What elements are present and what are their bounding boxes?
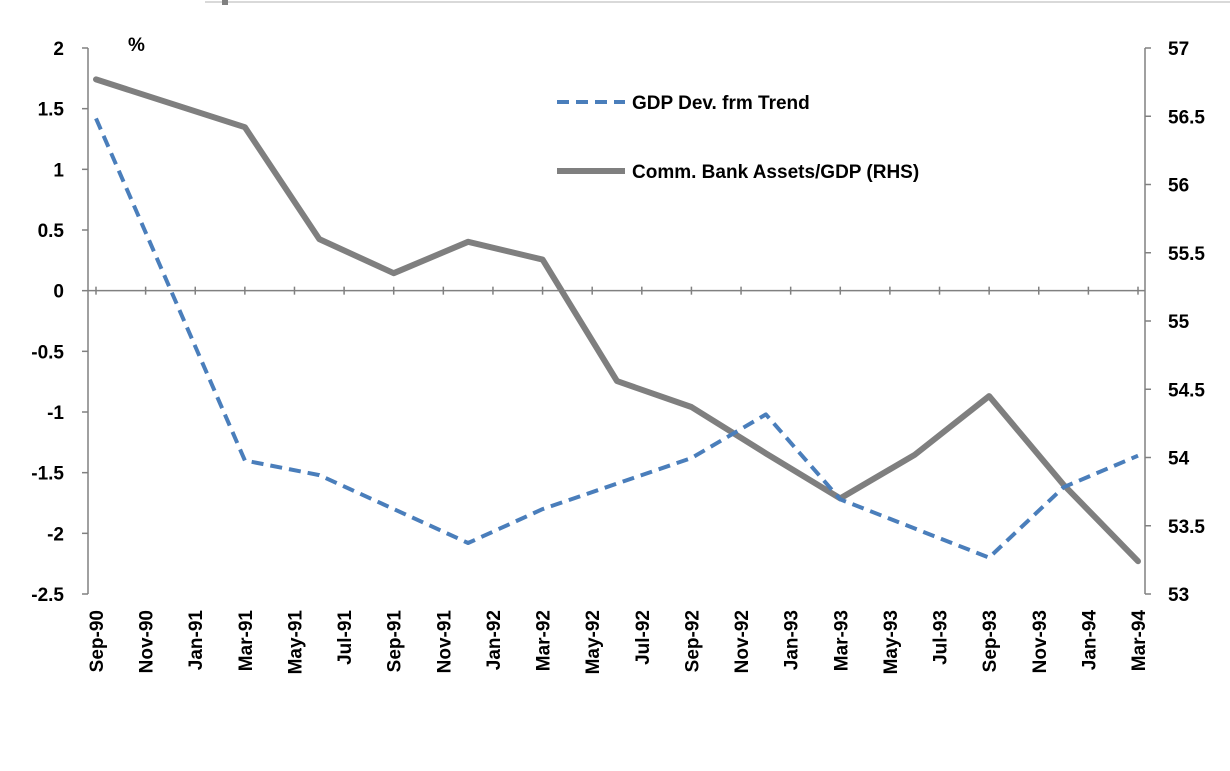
series-line-bank-assets bbox=[93, 76, 1141, 565]
x-axis-ticks: Sep-90 Nov-90 Jan-91 Mar-91 May-91 Jul-91 Sep-… bbox=[87, 286, 1150, 675]
x-tick-label: Nov-93 bbox=[1030, 610, 1051, 673]
left-tick-label: -0.5 bbox=[31, 342, 64, 363]
x-tick-label: Sep-91 bbox=[385, 610, 406, 673]
left-tick-label: -1.5 bbox=[31, 464, 64, 485]
left-tick-label: 1.5 bbox=[38, 100, 65, 121]
left-tick-label: -2.5 bbox=[31, 585, 64, 606]
left-tick-label: 1 bbox=[53, 160, 64, 181]
left-tick-label: -2 bbox=[47, 524, 64, 545]
right-axis-ticks: 57 56.5 56 55.5 55 54.5 54 53.5 53 bbox=[1145, 39, 1205, 606]
x-tick-label: Mar-94 bbox=[1129, 610, 1150, 672]
right-tick-label: 57 bbox=[1168, 39, 1189, 60]
right-tick-label: 53 bbox=[1168, 585, 1189, 606]
x-tick-label: Mar-92 bbox=[534, 610, 555, 671]
series-layer bbox=[93, 76, 1141, 565]
left-tick-label: 2 bbox=[53, 39, 64, 60]
x-tick-label: Jan-93 bbox=[782, 610, 803, 670]
x-tick-label: Mar-93 bbox=[831, 610, 852, 671]
x-tick-label: Sep-93 bbox=[980, 610, 1001, 672]
right-tick-label: 56.5 bbox=[1168, 107, 1205, 128]
left-tick-label: 0 bbox=[53, 282, 64, 303]
x-tick-label: May-93 bbox=[881, 610, 902, 674]
right-tick-label: 54 bbox=[1168, 449, 1190, 470]
x-tick-label: Nov-90 bbox=[137, 610, 158, 673]
x-tick-label: Nov-92 bbox=[732, 610, 753, 673]
x-tick-label: Jul-93 bbox=[931, 610, 952, 665]
unit-label: % bbox=[128, 35, 145, 56]
x-tick-label: Sep-90 bbox=[87, 610, 108, 672]
x-tick-label: Mar-91 bbox=[236, 610, 257, 672]
x-tick-label: May-91 bbox=[285, 610, 306, 675]
legend-label-gdp: GDP Dev. frm Trend bbox=[632, 93, 810, 114]
x-tick-label: Sep-92 bbox=[682, 610, 703, 672]
x-tick-label: Jan-92 bbox=[484, 610, 505, 670]
right-tick-label: 54.5 bbox=[1168, 380, 1205, 401]
x-tick-label: May-92 bbox=[583, 610, 604, 674]
left-tick-label: 0.5 bbox=[38, 221, 65, 242]
series-line-gdp-deviation bbox=[94, 117, 1139, 560]
x-tick-label: Nov-91 bbox=[434, 610, 455, 674]
right-tick-label: 55 bbox=[1168, 312, 1190, 333]
top-border-handle bbox=[222, 0, 228, 5]
x-tick-label: Jul-91 bbox=[335, 610, 356, 665]
left-axis-ticks: 2 1.5 1 0.5 0 -0.5 -1 -1.5 -2 -2.5 bbox=[31, 39, 88, 606]
right-tick-label: 56 bbox=[1168, 176, 1189, 197]
x-tick-label: Jan-91 bbox=[186, 610, 207, 671]
x-tick-label: Jul-92 bbox=[633, 610, 654, 665]
legend-label-bank-assets: Comm. Bank Assets/GDP (RHS) bbox=[632, 162, 919, 183]
x-tick-label: Jan-94 bbox=[1079, 610, 1100, 671]
right-tick-label: 55.5 bbox=[1168, 244, 1205, 265]
right-tick-label: 53.5 bbox=[1168, 517, 1205, 538]
legend: GDP Dev. frm Trend Comm. Bank Assets/GDP… bbox=[557, 93, 919, 183]
axes: 2 1.5 1 0.5 0 -0.5 -1 -1.5 -2 -2.5 57 56.5 56 55.5 55… bbox=[31, 39, 1205, 674]
left-tick-label: -1 bbox=[47, 403, 64, 424]
